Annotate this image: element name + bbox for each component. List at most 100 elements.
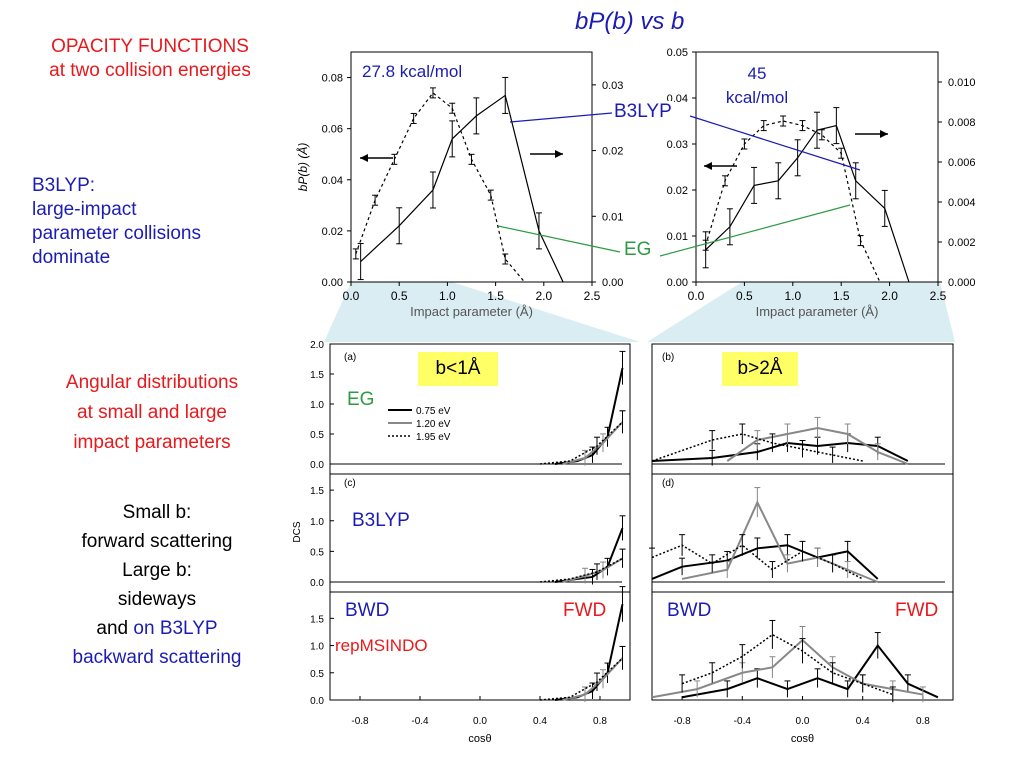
dcs-y-axis-label: DCS: [292, 521, 303, 542]
y-tick-label: 0.08: [322, 73, 343, 85]
panel-letter: (d): [662, 478, 674, 489]
y-right-tick-label: 0.010: [948, 77, 976, 89]
x-tick-label: 0.5: [391, 289, 408, 303]
b3lyp-callout: B3LYP: [612, 101, 674, 123]
dcs-curve-195: [539, 657, 624, 701]
x-tick-label: 1.0: [439, 289, 456, 303]
dcs-curve-195: [539, 557, 623, 583]
y-right-tick-label: 0.02: [602, 146, 623, 158]
dcs-y-tick-label: 0.0: [310, 460, 324, 471]
dcs-curve-195: [539, 421, 624, 465]
y-axis-label: bP(b) (Å): [295, 143, 310, 192]
y-tick-label: 0.03: [667, 139, 688, 151]
dcs-x-tick-label: 0.4: [856, 716, 870, 727]
repmsindo-label: repMSINDO: [335, 636, 428, 655]
text-span: and: [96, 618, 134, 639]
opacity-chart-27-8: 0.0 0.5 1.0 1.5 2.0 2.50.000.020.040.060.080.…: [295, 51, 623, 319]
y-tick-label: 0.00: [667, 277, 688, 289]
y-tick-label: 0.06: [322, 124, 343, 136]
opacity-functions-label: OPACITY FUNCTIONS at two collision energ…: [10, 35, 290, 83]
energy-label-45: 45 kcal/mol: [712, 62, 802, 110]
dcs-frame-left: [329, 343, 631, 701]
bwd-label-left: BWD: [345, 600, 390, 621]
b3lyp-series-line: [705, 124, 910, 283]
text-line: B3LYP:: [32, 175, 96, 196]
text-line: large-impact: [32, 199, 137, 220]
b-small-label: b<1Å: [418, 352, 498, 386]
y-tick-label: 0.05: [667, 47, 688, 59]
text-line: 45: [747, 64, 767, 83]
dcs-x-tick-label: 0.8: [593, 716, 607, 727]
text-line: parameter collisions: [32, 223, 201, 244]
x-tick-label: 2.5: [584, 289, 601, 303]
legend-label: 0.75 eV: [416, 406, 451, 417]
dcs-y-tick-label: 1.5: [310, 486, 324, 497]
dcs-x-tick-label: -0.4: [411, 716, 429, 727]
panel-letter: (c): [344, 478, 356, 489]
text-line: Small b:: [122, 502, 192, 523]
x-tick-label: 1.5: [833, 289, 850, 303]
panel-eg-label: EG: [347, 389, 375, 410]
text-line: backward scattering: [72, 647, 242, 668]
dcs-y-tick-label: 0.5: [310, 547, 324, 558]
dcs-curve-120: [562, 657, 624, 701]
dcs-x-tick-label: 0.0: [473, 716, 487, 727]
panel-b3lyp-label: B3LYP: [352, 510, 410, 531]
x-tick-label: 2.5: [930, 289, 947, 303]
dcs-x-axis-label: cosθ: [791, 733, 814, 745]
panel-letter: (a): [344, 352, 356, 363]
y-right-tick-label: 0.006: [948, 157, 976, 169]
dcs-curve-120: [562, 557, 624, 583]
text-line: at two collision energies: [49, 60, 251, 81]
angular-distributions-label: Angular distributions at small and large…: [22, 368, 282, 458]
panel-letter: (b): [662, 352, 674, 363]
b3lyp-connector-left: [509, 112, 613, 123]
y-tick-label: 0.01: [667, 231, 688, 243]
eg-connector-right: [659, 204, 851, 257]
zoom-region-left: [324, 282, 640, 342]
y-right-tick-label: 0.000: [948, 277, 976, 289]
eg-connector-left: [497, 225, 621, 253]
dcs-x-tick-label: 0.4: [533, 716, 547, 727]
fwd-label-left: FWD: [563, 600, 607, 621]
text-line: forward scattering: [81, 531, 233, 552]
y-tick-label: 0.02: [322, 226, 343, 238]
legend-label: 1.20 eV: [416, 419, 451, 430]
dcs-y-tick-label: 0.0: [310, 578, 324, 589]
dcs-curve-195: [651, 544, 864, 580]
text-line: impact parameters: [73, 432, 231, 453]
text-span: on B3LYP: [133, 618, 218, 639]
dcs-y-tick-label: 0.5: [310, 430, 324, 441]
eg-callout: EG: [622, 239, 654, 261]
dcs-x-tick-label: -0.4: [734, 716, 752, 727]
slide-title: bP(b) vs b: [575, 8, 685, 35]
bwd-label-right: BWD: [667, 600, 712, 621]
x-axis-label: Impact parameter (Å): [756, 304, 879, 319]
dcs-curve-075: [651, 544, 879, 580]
dcs-x-tick-label: 0.8: [916, 716, 930, 727]
dcs-y-tick-label: 0.5: [310, 669, 324, 680]
x-tick-label: 0.5: [736, 289, 753, 303]
text-line: Large b:: [122, 560, 192, 581]
text-line: at small and large: [77, 402, 227, 423]
b-large-label: b>2Å: [722, 352, 798, 386]
y-right-tick-label: 0.01: [602, 211, 623, 223]
opacity-chart-45: 0.0 0.5 1.0 1.5 2.0 2.50.000.010.020.030.040.…: [667, 47, 976, 319]
text-line: dominate: [32, 247, 111, 268]
dcs-chart: 0.0 0.5 1.0 1.5 2.0 0.0 0.5 1.0 1.5 0.0 0.5 1.0 1.5 -…: [292, 340, 954, 745]
dcs-x-axis-label: cosθ: [468, 733, 491, 745]
zoom-region-right: [647, 282, 955, 342]
y-right-tick-label: 0.004: [948, 197, 976, 209]
text-line: OPACITY FUNCTIONS: [51, 36, 249, 57]
y-tick-label: 0.02: [667, 185, 688, 197]
dcs-y-tick-label: 1.0: [310, 400, 324, 411]
axis-arrow-head: [555, 150, 563, 158]
dcs-y-tick-label: 1.5: [310, 614, 324, 625]
y-right-tick-label: 0.00: [602, 277, 623, 289]
axis-arrow-head: [704, 162, 712, 170]
scattering-summary: Small b: forward scattering Large b: sid…: [17, 498, 297, 672]
text-line: Angular distributions: [65, 372, 239, 393]
y-tick-label: 0.00: [322, 277, 343, 289]
dcs-y-tick-label: 1.5: [310, 370, 324, 381]
dcs-curve-120: [562, 421, 624, 465]
